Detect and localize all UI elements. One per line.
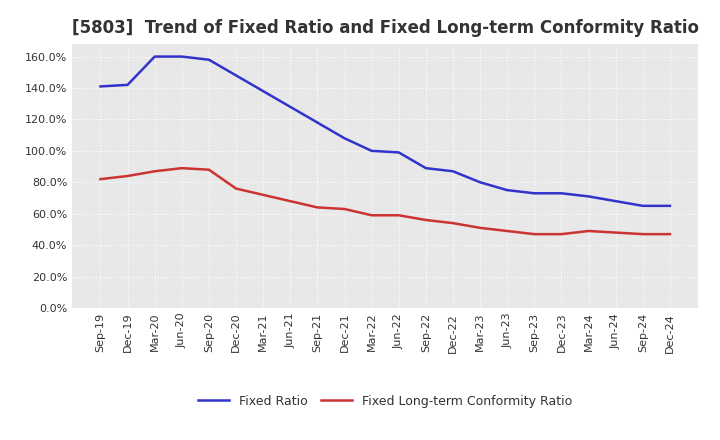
Fixed Long-term Conformity Ratio (204, 167, 213, 172)
Fixed Ratio (286, 104, 294, 110)
Legend: Fixed Ratio, Fixed Long-term Conformity Ratio: Fixed Ratio, Fixed Long-term Conformity … (193, 390, 577, 413)
Fixed Ratio (367, 148, 376, 154)
Fixed Ratio (259, 88, 268, 94)
Fixed Long-term Conformity Ratio (395, 213, 403, 218)
Fixed Long-term Conformity Ratio (503, 228, 511, 234)
Line: Fixed Long-term Conformity Ratio: Fixed Long-term Conformity Ratio (101, 168, 670, 234)
Fixed Ratio (96, 84, 105, 89)
Fixed Long-term Conformity Ratio (178, 165, 186, 171)
Fixed Long-term Conformity Ratio (367, 213, 376, 218)
Fixed Long-term Conformity Ratio (313, 205, 322, 210)
Title: [5803]  Trend of Fixed Ratio and Fixed Long-term Conformity Ratio: [5803] Trend of Fixed Ratio and Fixed Lo… (72, 19, 698, 37)
Fixed Long-term Conformity Ratio (96, 176, 105, 182)
Fixed Ratio (476, 180, 485, 185)
Fixed Ratio (449, 169, 457, 174)
Fixed Long-term Conformity Ratio (639, 231, 647, 237)
Fixed Ratio (421, 165, 430, 171)
Fixed Ratio (530, 191, 539, 196)
Fixed Ratio (584, 194, 593, 199)
Fixed Long-term Conformity Ratio (476, 225, 485, 231)
Fixed Ratio (611, 198, 620, 204)
Fixed Long-term Conformity Ratio (150, 169, 159, 174)
Fixed Ratio (557, 191, 566, 196)
Fixed Ratio (639, 203, 647, 209)
Fixed Long-term Conformity Ratio (259, 192, 268, 198)
Fixed Ratio (665, 203, 674, 209)
Fixed Ratio (204, 57, 213, 62)
Fixed Long-term Conformity Ratio (530, 231, 539, 237)
Fixed Ratio (232, 73, 240, 78)
Fixed Ratio (503, 187, 511, 193)
Fixed Ratio (395, 150, 403, 155)
Fixed Long-term Conformity Ratio (584, 228, 593, 234)
Line: Fixed Ratio: Fixed Ratio (101, 57, 670, 206)
Fixed Long-term Conformity Ratio (286, 198, 294, 204)
Fixed Long-term Conformity Ratio (557, 231, 566, 237)
Fixed Long-term Conformity Ratio (421, 217, 430, 223)
Fixed Ratio (178, 54, 186, 59)
Fixed Ratio (341, 136, 349, 141)
Fixed Ratio (150, 54, 159, 59)
Fixed Ratio (313, 120, 322, 125)
Fixed Long-term Conformity Ratio (341, 206, 349, 212)
Fixed Long-term Conformity Ratio (449, 220, 457, 226)
Fixed Long-term Conformity Ratio (611, 230, 620, 235)
Fixed Long-term Conformity Ratio (232, 186, 240, 191)
Fixed Ratio (123, 82, 132, 88)
Fixed Long-term Conformity Ratio (123, 173, 132, 179)
Fixed Long-term Conformity Ratio (665, 231, 674, 237)
